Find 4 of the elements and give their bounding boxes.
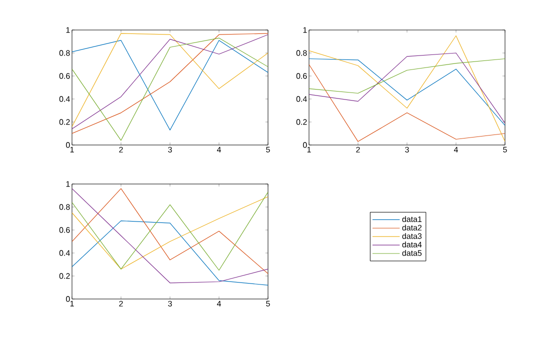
line-series	[309, 35, 506, 142]
line-series	[72, 220, 268, 286]
line-series	[309, 58, 506, 94]
line-series	[309, 64, 506, 142]
